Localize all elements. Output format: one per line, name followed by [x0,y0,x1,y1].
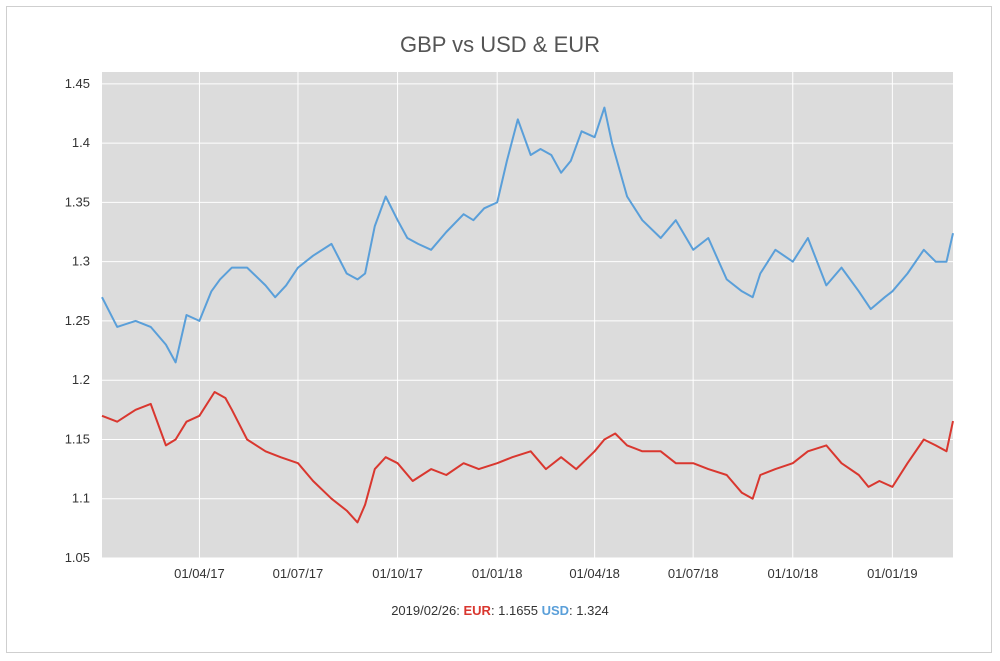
x-tick-label: 01/07/17 [273,566,324,581]
x-axis-ticks: 01/04/17 01/07/17 01/10/17 01/01/18 01/04/18… [174,566,918,581]
y-tick-label: 1.45 [65,76,90,91]
readout-usd-label: USD [541,603,570,618]
y-tick-label: 1.05 [65,550,90,565]
x-tick-label: 01/01/19 [867,566,918,581]
y-tick-label: 1.2 [72,372,90,387]
y-tick-label: 1.25 [65,313,90,328]
x-tick-label: 01/01/18 [472,566,523,581]
chart-title: GBP vs USD & EUR [399,32,601,57]
y-tick-label: 1.1 [72,491,90,506]
y-tick-label: 1.3 [72,254,90,269]
readout-date: 2019/02/26: [391,603,460,618]
x-tick-label: 01/10/17 [372,566,423,581]
y-axis-ticks: 1.05 1.1 1.15 1.2 1.25 1.3 1.35 1.4 1.45 [65,76,90,565]
x-tick-label: 01/04/18 [569,566,620,581]
y-tick-label: 1.4 [72,135,90,150]
x-tick-label: 01/10/18 [767,566,818,581]
grid-lines [102,72,953,559]
y-tick-label: 1.15 [65,431,90,446]
readout-eur-label: EUR [463,603,491,618]
hover-readout: 2019/02/26: EUR: 1.1655 USD: 1.324 [0,603,1000,618]
readout-usd-value: : 1.324 [569,603,609,618]
series-line-eur [101,391,954,524]
y-tick-label: 1.35 [65,194,90,209]
series-lines [101,106,954,524]
x-tick-label: 01/07/18 [668,566,719,581]
x-tick-label: 01/04/17 [174,566,225,581]
series-line-usd [101,106,954,364]
readout-eur-value: : 1.1655 [490,603,538,618]
plot-background [102,72,953,558]
